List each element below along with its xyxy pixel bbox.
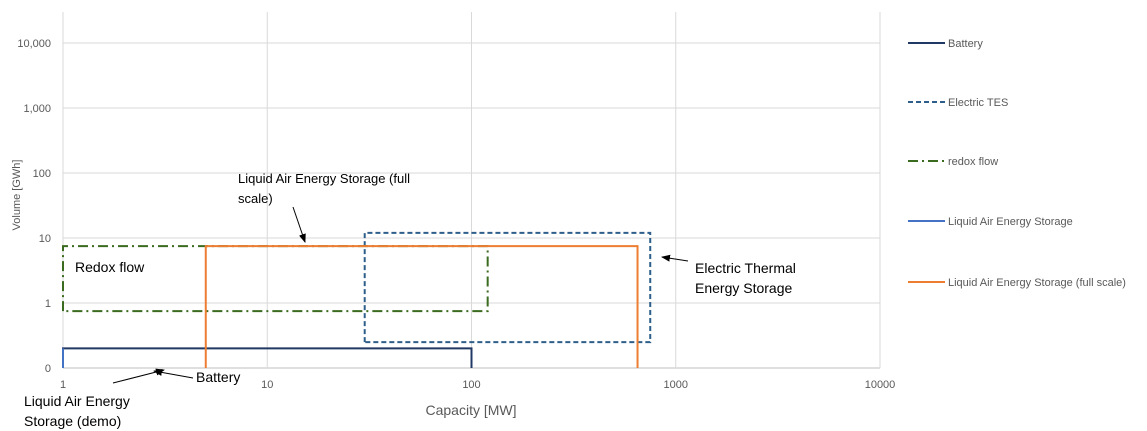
legend-label-4: Liquid Air Energy Storage <box>948 216 1073 228</box>
series-line-2 <box>363 231 652 344</box>
y-tick-label: 1,000 <box>23 103 51 115</box>
x-tick-label: 100 <box>462 379 480 391</box>
annotation-laes-full-arrow <box>292 206 306 243</box>
y-axis-title: Volume [GWh] <box>11 160 23 231</box>
annotation-laes-demo: Liquid Air Energy Storage (demo) <box>24 393 130 429</box>
plot-area <box>62 231 652 368</box>
annotation-laes-demo-arrow <box>112 368 165 384</box>
series-line-5 <box>204 245 639 368</box>
x-tick-label: 1000 <box>664 379 688 391</box>
legend-label-2: Electric TES <box>948 97 1008 109</box>
y-tick-label: 0 <box>45 363 51 375</box>
gridlines <box>62 12 881 369</box>
annotation-battery-arrow <box>153 368 194 379</box>
x-tick-label: 10 <box>261 379 273 391</box>
legend: Battery Electric TES redox flow Liquid Air … <box>908 38 1126 289</box>
annotation-redox-flow: Redox flow <box>75 259 145 275</box>
legend-label-1: Battery <box>948 38 983 50</box>
annotation-electric-tes: Electric Thermal Energy Storage <box>695 260 796 296</box>
annotation-laes-full: Liquid Air Energy Storage (full scale) <box>238 171 410 206</box>
y-tick-label: 10,000 <box>17 38 51 50</box>
x-tick-label: 10000 <box>865 379 896 391</box>
series-line-3 <box>62 245 489 313</box>
legend-label-3: redox flow <box>948 156 998 168</box>
y-tick-label: 1 <box>45 298 51 310</box>
x-axis-title: Capacity [MW] <box>425 402 516 418</box>
x-tick-label: 1 <box>60 379 66 391</box>
y-tick-label: 10 <box>39 233 51 245</box>
y-tick-label: 100 <box>33 168 51 180</box>
legend-label-5: Liquid Air Energy Storage (full scale) <box>948 277 1126 289</box>
annotations: Redox flow Battery Liquid Air Energy Stora… <box>24 171 796 429</box>
annotation-battery: Battery <box>196 369 240 385</box>
annotation-electric-tes-arrow <box>661 254 689 262</box>
